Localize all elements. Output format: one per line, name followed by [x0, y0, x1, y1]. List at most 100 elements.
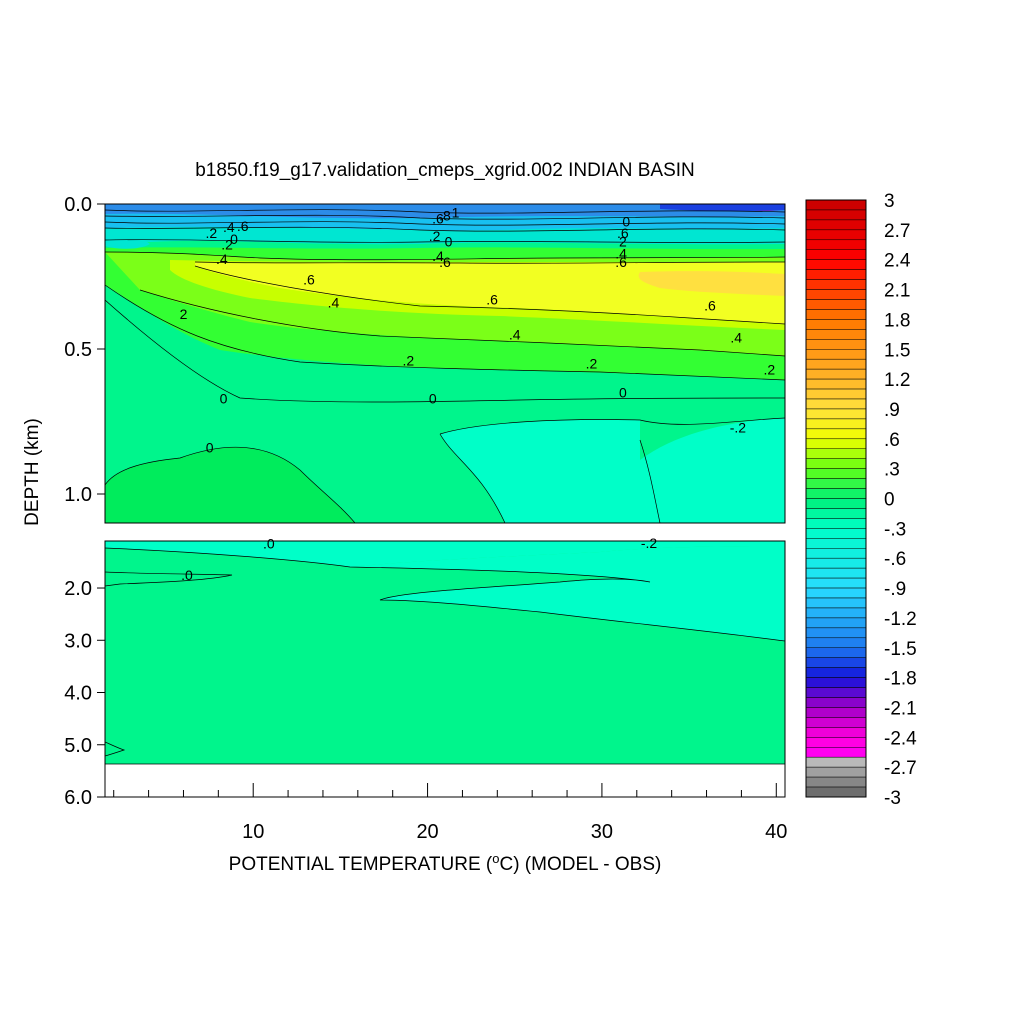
colorbar-swatch — [805, 408, 867, 420]
colorbar-swatch — [805, 358, 867, 370]
colorbar-label: 3 — [884, 191, 895, 212]
colorbar-swatch — [805, 448, 867, 459]
colorbar-label: -2.1 — [884, 698, 917, 719]
colorbar-swatch — [805, 508, 867, 519]
colorbar-swatch — [805, 418, 867, 430]
contour-label: .0 — [263, 536, 275, 552]
colorbar-swatch — [805, 717, 867, 728]
lower-panel: 2.0 3.0 4.0 5.0 6.0 10 20 30 40 — [64, 540, 787, 843]
lower-y-ticks: 2.0 3.0 4.0 5.0 6.0 — [64, 578, 105, 809]
contour-label: .6 — [439, 254, 451, 270]
x-tick-label: 10 — [242, 821, 264, 843]
contour-label: 0 — [230, 231, 238, 247]
colorbar-swatch — [805, 269, 867, 280]
colorbar-swatch — [805, 339, 867, 350]
colorbar-swatch — [805, 388, 867, 400]
colorbar-swatch — [805, 309, 867, 320]
y-tick-label: 0.5 — [64, 339, 92, 361]
contour-label: .4 — [730, 329, 742, 345]
colorbar-swatch — [805, 727, 867, 738]
contour-label: 2 — [180, 306, 188, 322]
colorbar-label: -.9 — [884, 579, 906, 600]
contour-label: .4 — [432, 248, 444, 264]
upper-contour-lines — [105, 209, 785, 523]
colorbar-frame — [805, 199, 867, 798]
contour-label: .0 — [181, 567, 193, 583]
colorbar-swatch — [805, 458, 867, 469]
contour-label: -.2 — [730, 419, 747, 435]
contour-label: .2 — [763, 361, 775, 377]
x-ticks: 10 20 30 40 — [113, 783, 787, 843]
colorbar-label: 0 — [884, 490, 895, 511]
contour-label: .6 — [486, 292, 498, 308]
colorbar-swatch — [805, 627, 867, 639]
upper-y-ticks: 0.0 0.5 1.0 — [64, 194, 105, 506]
colorbar-swatch — [805, 199, 867, 211]
colorbar-swatch — [805, 398, 867, 410]
colorbar-label: -1.5 — [884, 639, 917, 660]
chart-title: b1850.f19_g17.validation_cmeps_xgrid.002… — [195, 160, 695, 181]
upper-panel-frame — [104, 203, 786, 524]
colorbar-swatch — [805, 229, 867, 241]
contour-label: .6 — [615, 254, 627, 270]
contour-label: .4 — [223, 219, 235, 235]
colorbar-label: .3 — [884, 460, 900, 481]
contour-labels: .2.4.60.2.4.6.42.6.4.2.6.4.2.20 0 0-.20.6.… — [180, 205, 776, 583]
colorbar-swatch — [805, 776, 867, 788]
colorbar-swatch — [805, 259, 867, 270]
contour-label: 0 — [220, 390, 228, 406]
colorbar-swatch — [805, 319, 867, 330]
colorbar-swatch — [805, 587, 867, 599]
lower-contour-lines — [105, 547, 785, 757]
colorbar-swatch — [805, 747, 867, 758]
colorbar-swatch — [805, 597, 867, 609]
colorbar-swatch — [805, 528, 867, 539]
colorbar-swatch — [805, 279, 867, 290]
colorbar-swatch — [805, 428, 867, 440]
y-tick-label: 5.0 — [64, 735, 92, 757]
colorbar-label: .9 — [884, 400, 900, 421]
colorbar-swatch — [805, 707, 867, 718]
contour-label: .2 — [429, 228, 441, 244]
contour-label: .6 — [303, 271, 315, 287]
y-tick-label: 3.0 — [64, 630, 92, 652]
y-tick-label: 1.0 — [64, 484, 92, 506]
contour-label: .6 — [432, 211, 444, 227]
colorbar-label: 1.2 — [884, 370, 910, 391]
colorbar-swatch — [805, 209, 867, 221]
contour-label: 0 — [429, 390, 437, 406]
contour-label: .4 — [328, 295, 340, 311]
upper-panel: 0.0 0.5 1.0 — [64, 194, 786, 524]
colorbar-label: -1.2 — [884, 609, 917, 630]
colorbar-swatch — [805, 249, 867, 260]
colorbar-swatch — [805, 299, 867, 310]
colorbar-swatch — [805, 637, 867, 648]
colorbar-label: -2.4 — [884, 728, 917, 749]
contour-label: .2 — [221, 237, 233, 253]
colorbar-swatch — [805, 289, 867, 300]
colorbar-swatch — [805, 697, 867, 708]
colorbar-swatch — [805, 468, 867, 479]
contour-label: .2 — [586, 356, 598, 372]
colorbar-label: 2.4 — [884, 251, 911, 272]
colorbar-label: 2.7 — [884, 221, 910, 242]
colorbar-swatch — [805, 687, 867, 698]
colorbar-swatch — [805, 567, 867, 579]
contour-label: .6 — [704, 298, 716, 314]
contour-label: .8 — [439, 208, 451, 224]
lower-panel-frame — [104, 540, 786, 798]
contour-label: .6 — [617, 225, 629, 241]
colorbar-swatch — [805, 657, 867, 668]
colorbar-label: -1.8 — [884, 669, 917, 690]
colorbar-swatch — [805, 349, 867, 360]
contour-label: .4 — [615, 245, 627, 261]
colorbar-label: 2.1 — [884, 281, 910, 302]
colorbar-swatch — [805, 617, 867, 629]
colorbar-swatch — [805, 378, 867, 390]
colorbar-swatch — [805, 368, 867, 380]
colorbar-label: -2.7 — [884, 758, 917, 779]
contour-label: .2 — [206, 225, 218, 241]
colorbar-swatch — [805, 548, 867, 559]
colorbar-label: .6 — [884, 430, 900, 451]
x-tick-label: 30 — [591, 821, 613, 843]
